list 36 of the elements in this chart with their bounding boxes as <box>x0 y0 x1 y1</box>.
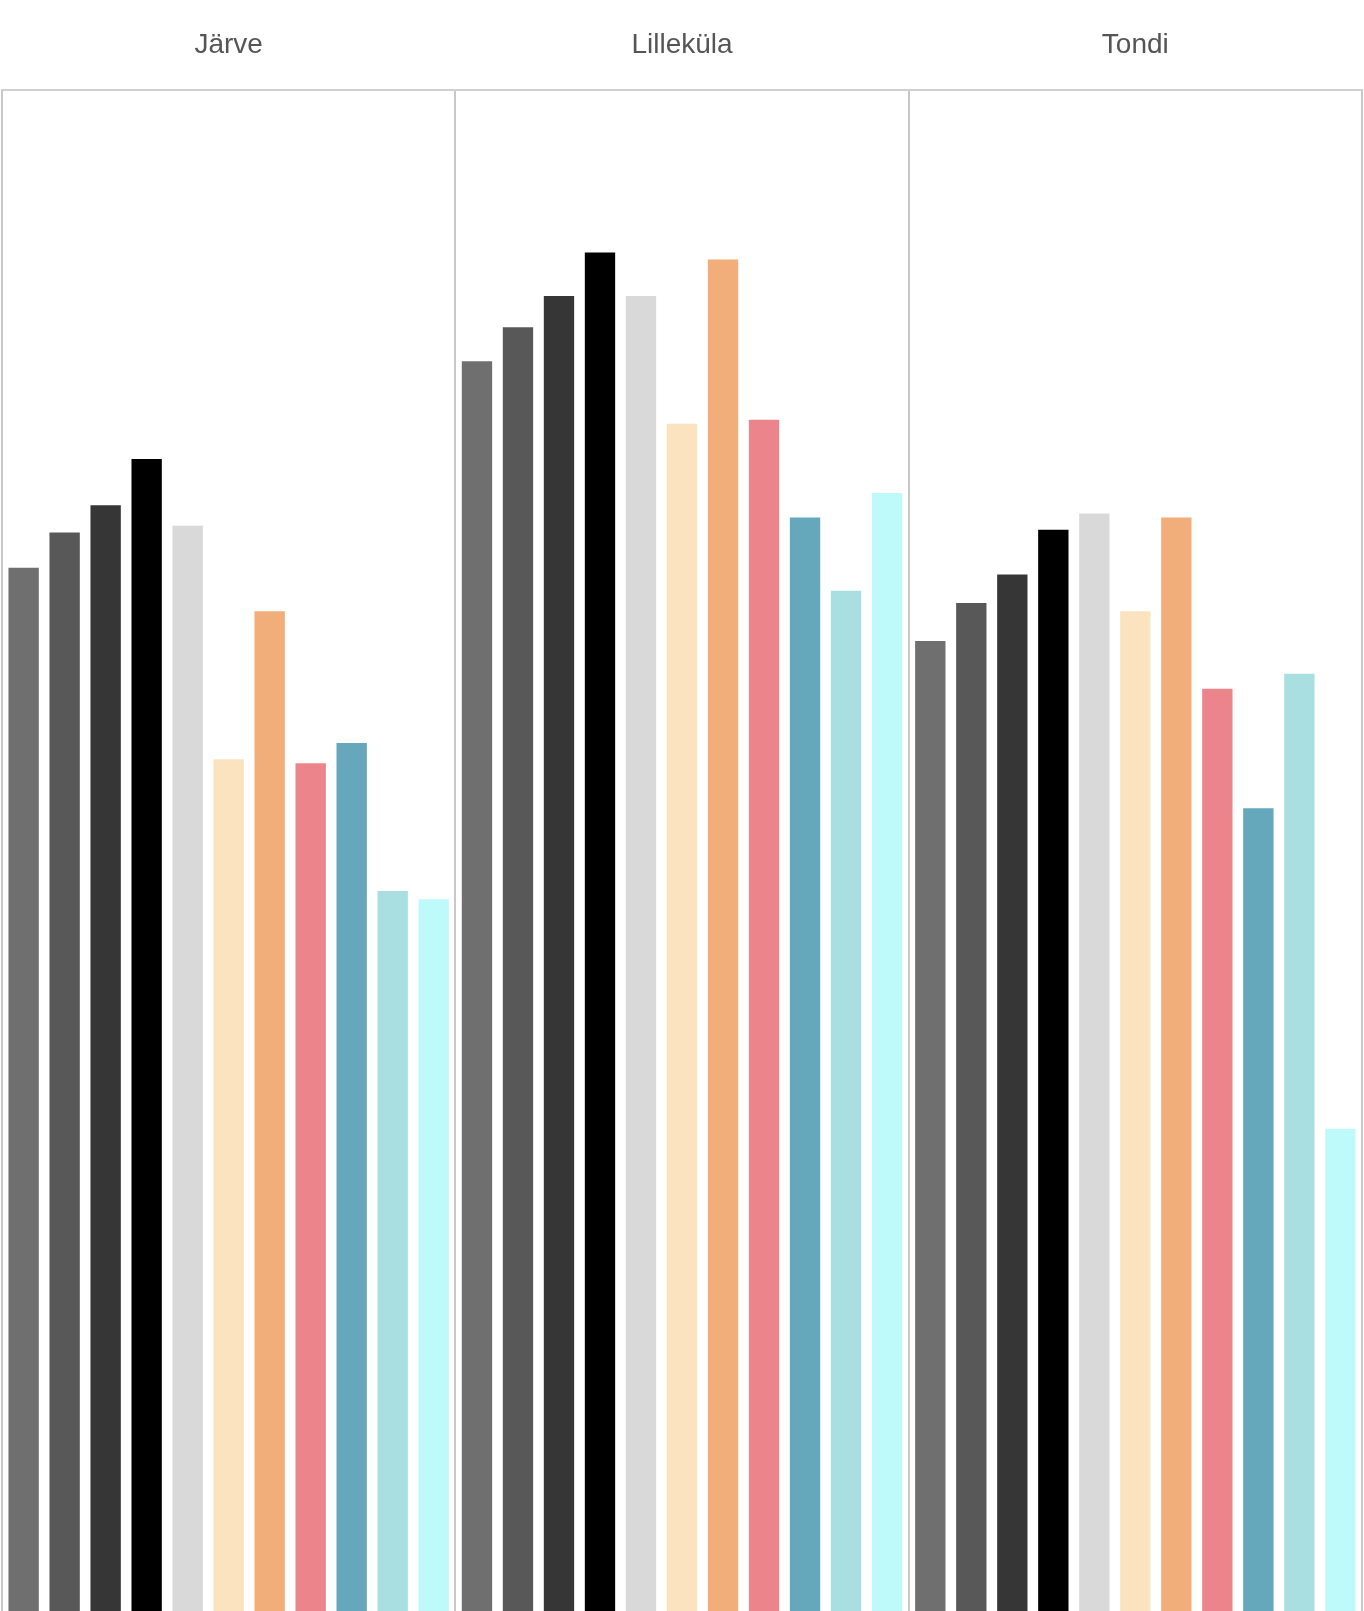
bar <box>131 459 162 1611</box>
bar <box>830 590 862 1611</box>
bar <box>584 252 616 1611</box>
bar <box>336 742 367 1611</box>
bar <box>997 574 1028 1611</box>
bar <box>418 899 449 1611</box>
bar <box>49 532 80 1611</box>
x-tick-label: Järve <box>194 27 263 59</box>
bar <box>1038 529 1069 1611</box>
bar <box>172 525 203 1611</box>
bar <box>956 603 987 1611</box>
bar <box>8 567 39 1611</box>
bar <box>254 611 285 1611</box>
x-tick-label: Tondi <box>1101 27 1169 59</box>
bar <box>1284 673 1315 1611</box>
bar <box>707 259 739 1611</box>
bar <box>666 423 698 1611</box>
bar <box>1120 611 1151 1611</box>
bar <box>748 419 780 1611</box>
bar <box>543 296 575 1611</box>
bar <box>789 517 821 1611</box>
bar <box>461 361 493 1611</box>
bar <box>1243 808 1274 1611</box>
x-tick-label: Lilleküla <box>631 27 734 59</box>
bar <box>213 759 244 1611</box>
bar <box>90 505 121 1611</box>
bar <box>1161 517 1192 1611</box>
bar <box>1202 688 1233 1611</box>
bar <box>377 891 408 1611</box>
bar <box>871 493 903 1611</box>
bar <box>625 296 657 1611</box>
bar <box>295 763 326 1611</box>
bar <box>502 327 534 1611</box>
bar <box>915 641 946 1611</box>
bar <box>1325 1128 1356 1611</box>
bar <box>1079 513 1110 1611</box>
